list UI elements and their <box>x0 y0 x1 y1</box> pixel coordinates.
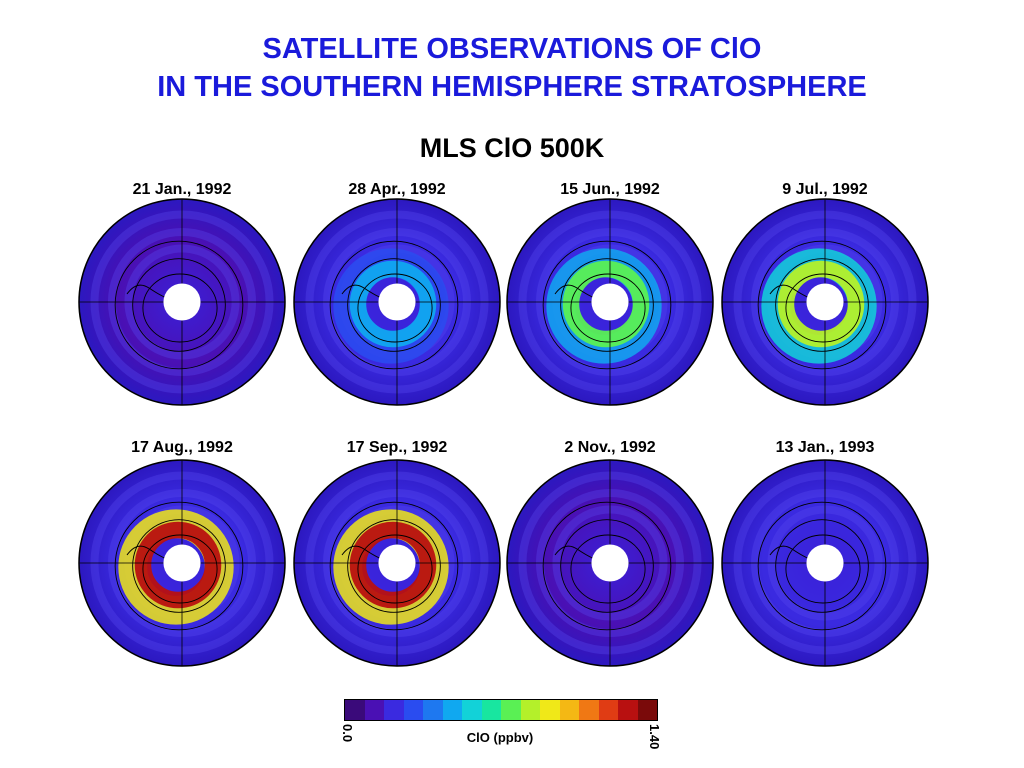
slide-title-line1: SATELLITE OBSERVATIONS OF ClO <box>262 33 762 65</box>
contour-line <box>785 534 861 604</box>
pole-no-data <box>378 283 416 321</box>
pole-no-data <box>806 544 844 582</box>
contour-line <box>775 258 869 352</box>
polar-map <box>78 459 286 667</box>
contour-line <box>570 534 646 604</box>
slide-title-line2: IN THE SOUTHERN HEMISPHERE STRATOSPHERE <box>157 71 867 103</box>
contour-line <box>570 273 646 343</box>
contour-line <box>114 240 244 370</box>
contour-line <box>347 258 441 352</box>
contour-line <box>542 240 672 370</box>
colorbar-swatch <box>598 700 618 720</box>
polar-map <box>293 459 501 667</box>
panel-date-label: 28 Apr., 1992 <box>348 181 446 198</box>
contour-line <box>357 273 433 343</box>
polar-map <box>506 459 714 667</box>
polar-map <box>78 198 286 406</box>
colorbar-swatch <box>442 700 462 720</box>
pole-no-data <box>806 283 844 321</box>
polar-map <box>506 198 714 406</box>
colorbar-swatch <box>637 700 657 720</box>
contour-line <box>329 240 459 370</box>
contour-line <box>132 519 226 613</box>
colorbar-swatch <box>579 700 599 720</box>
contour-line <box>775 519 869 613</box>
colorbar-swatch <box>384 700 404 720</box>
contour-line <box>542 501 672 631</box>
contour-line <box>114 501 244 631</box>
panel-date-label: 2 Nov., 1992 <box>564 439 656 456</box>
pole-no-data <box>163 283 201 321</box>
contour-line <box>142 273 218 343</box>
contour-line <box>142 534 218 604</box>
colorbar-label: ClO (ppbv) <box>466 730 534 745</box>
contour-line <box>357 534 433 604</box>
contour-line <box>757 240 887 370</box>
contour-line <box>757 501 887 631</box>
polar-map <box>721 459 929 667</box>
colorbar-max-label: 1.40 <box>647 724 662 750</box>
colorbar-swatch <box>364 700 384 720</box>
colorbar-swatch <box>403 700 423 720</box>
contour-line <box>560 258 654 352</box>
panel-date-label: 17 Aug., 1992 <box>131 439 233 456</box>
contour-line <box>785 273 861 343</box>
colorbar-swatch <box>423 700 443 720</box>
colorbar-swatch <box>520 700 540 720</box>
pole-no-data <box>591 544 629 582</box>
colorbar-swatch <box>559 700 579 720</box>
contour-line <box>329 501 459 631</box>
slide-title: SATELLITE OBSERVATIONS OF ClO IN THE SOU… <box>0 30 1024 106</box>
figure-title: MLS ClO 500K <box>419 133 605 163</box>
colorbar-swatch <box>540 700 560 720</box>
colorbar-swatch <box>345 700 365 720</box>
pole-no-data <box>591 283 629 321</box>
panel-date-label: 9 Jul., 1992 <box>782 181 868 198</box>
colorbar <box>344 699 658 721</box>
colorbar-swatch <box>618 700 638 720</box>
panel-date-label: 13 Jan., 1993 <box>775 439 875 456</box>
panel-date-label: 21 Jan., 1992 <box>132 181 232 198</box>
contour-line <box>560 519 654 613</box>
panel-date-label: 15 Jun., 1992 <box>560 181 660 198</box>
colorbar-swatch <box>481 700 501 720</box>
polar-map <box>293 198 501 406</box>
colorbar-min-label: 0.0 <box>340 724 355 743</box>
panel-date-label: 17 Sep., 1992 <box>346 439 448 456</box>
contour-line <box>347 519 441 613</box>
pole-no-data <box>163 544 201 582</box>
colorbar-swatch <box>462 700 482 720</box>
colorbar-swatch <box>501 700 521 720</box>
pole-no-data <box>378 544 416 582</box>
polar-map <box>721 198 929 406</box>
contour-line <box>132 258 226 352</box>
